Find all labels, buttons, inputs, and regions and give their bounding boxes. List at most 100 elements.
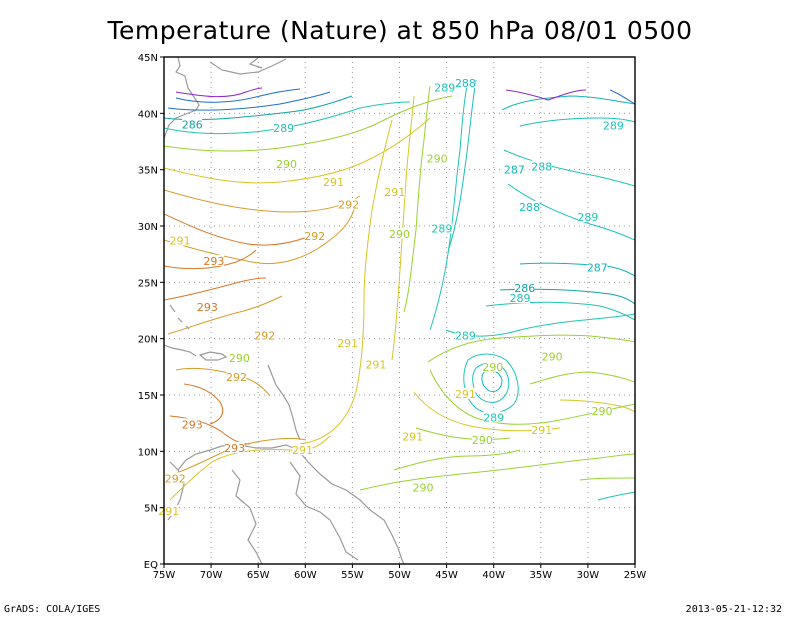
contour-label: 292 [254, 329, 275, 342]
contour-label-bg [389, 227, 410, 239]
contour-label-bg [434, 81, 455, 93]
lon-tick-label: 65W [247, 570, 270, 581]
isotherm-line [519, 117, 635, 127]
isotherm-line [579, 477, 635, 481]
contour-label-bg [384, 186, 405, 198]
lon-tick-label: 50W [388, 570, 411, 581]
south-america-coast [177, 444, 405, 564]
isotherm-line [167, 91, 331, 111]
isotherm-line [403, 85, 431, 313]
contour-label-bg [203, 254, 224, 266]
contour-label-bg [165, 472, 186, 484]
contour-label-bg [413, 481, 434, 493]
axis-ticks: 75W 70W 65W 60W 55W 50W 45W 40W 35W 30W 25W 45N 40N 3… [138, 53, 647, 581]
contour-label: 286 [182, 119, 203, 132]
lon-tick-label: 25W [624, 570, 647, 581]
contour-label: 287 [504, 164, 525, 177]
isotherm-line [167, 295, 283, 335]
north-america-coast [164, 57, 200, 139]
contour-label: 291 [365, 359, 386, 372]
contour-label: 286 [514, 282, 535, 295]
contour-label: 288 [455, 77, 476, 90]
contour-label: 290 [592, 405, 613, 418]
contour-label-bg [254, 329, 275, 341]
isotherm-line [359, 453, 635, 491]
grads-credit: GrADS: COLA/IGES [4, 604, 101, 615]
contour-label: 293 [224, 442, 245, 455]
lon-tick-label: 55W [341, 570, 364, 581]
isotherm-line [503, 149, 635, 187]
isotherm-line [169, 435, 331, 501]
isotherm-line [164, 189, 361, 213]
contour-label: 287 [587, 262, 608, 275]
contour-label-bg [182, 418, 203, 430]
lat-tick-label: EQ [144, 560, 158, 571]
contour-label-bg [292, 444, 313, 456]
contour-label: 289 [431, 222, 452, 235]
isotherm-line [164, 277, 267, 301]
lat-tick-label: 10N [138, 447, 158, 458]
contour-label: 291 [402, 431, 423, 444]
contour-label: 291 [337, 337, 358, 350]
contour-label: 291 [323, 176, 344, 189]
contour-label-bg [577, 210, 598, 222]
contour-label-bg [603, 119, 624, 131]
contour-label: 289 [455, 329, 476, 342]
isotherm-line [559, 399, 635, 413]
lon-tick-label: 45W [435, 570, 458, 581]
contour-label: 289 [510, 292, 531, 305]
contour-label-bg [304, 230, 325, 242]
lon-tick-label: 40W [482, 570, 505, 581]
isotherm-line [505, 89, 587, 101]
contour-label: 291 [170, 235, 191, 248]
isotherm-line [447, 79, 477, 253]
contour-label-bg [158, 505, 179, 517]
isotherm-line [164, 249, 257, 270]
contour-label-bg [276, 158, 297, 170]
contour-label-bg [226, 370, 247, 382]
contour-label-bg [427, 152, 448, 164]
isotherm-line [175, 367, 271, 397]
contour-label: 290 [472, 434, 493, 447]
contour-label: 289 [434, 81, 455, 94]
lon-tick-label: 60W [294, 570, 317, 581]
contour-label-bg [531, 160, 552, 172]
contour-label: 292 [226, 371, 247, 384]
contour-label-bg [504, 163, 525, 175]
contour-label: 291 [384, 186, 405, 199]
contour-label: 293 [197, 301, 218, 314]
contour-label: 290 [427, 152, 448, 165]
lat-tick-label: 35N [138, 166, 158, 177]
contour-label: 293 [182, 418, 203, 431]
isotherm-line [164, 117, 431, 184]
isotherm-line [175, 88, 301, 103]
contour-label-bg [402, 430, 423, 442]
contour-label-bg [455, 76, 476, 88]
lon-tick-label: 75W [153, 570, 176, 581]
lat-tick-label: 40N [138, 109, 158, 120]
contour-label: 291 [455, 388, 476, 401]
isotherm-line [164, 203, 357, 265]
isotherm-line [164, 213, 321, 246]
contour-label: 293 [203, 255, 224, 268]
lat-tick-label: 30N [138, 222, 158, 233]
lat-tick-label: 45N [138, 53, 158, 64]
contour-label-bg [338, 198, 359, 210]
isotherm-line [391, 95, 415, 361]
contour-label-bg [510, 292, 531, 304]
contour-label-bg [323, 176, 344, 188]
contour-label-bg [229, 351, 250, 363]
lon-tick-label: 70W [200, 570, 223, 581]
contour-label: 292 [304, 230, 325, 243]
contour-label: 290 [482, 361, 503, 374]
contour-label: 289 [577, 211, 598, 224]
contour-label-bg [483, 411, 504, 423]
isotherm-line [393, 449, 521, 471]
isotherm-line [597, 491, 635, 501]
contour-label-bg [592, 404, 613, 416]
isotherm-line [429, 79, 469, 331]
contour-label-bg [455, 387, 476, 399]
isotherm-line [299, 119, 393, 445]
lesser-antilles [267, 364, 301, 441]
